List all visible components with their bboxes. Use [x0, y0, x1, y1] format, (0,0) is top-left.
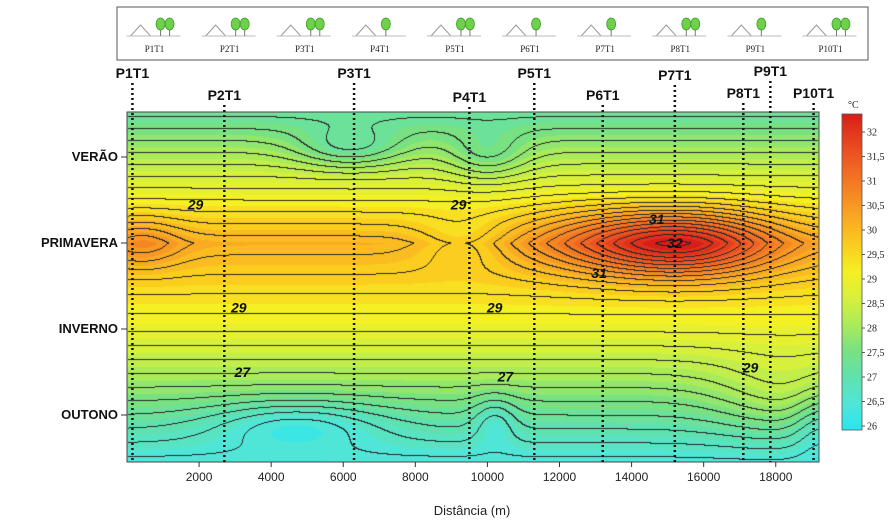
tree-icon — [230, 17, 241, 31]
axes: P1T1 P2T1 P3T1 P4T1 P5T1 P6T1 P7T1 P8T1 P9T1 P10T… — [41, 63, 834, 484]
site-label: P1T1 — [145, 44, 165, 54]
colorbar-gradient — [841, 113, 863, 431]
tree-icon — [756, 17, 767, 31]
contour-label: 29 — [450, 196, 467, 212]
colorbar-tick-label: 28 — [867, 324, 877, 335]
x-tick-label: 8000 — [402, 470, 429, 484]
point-label: P3T1 — [337, 65, 371, 81]
colorbar-tick-label: 31,5 — [867, 152, 885, 163]
tree-icon — [465, 17, 475, 31]
legend-frame — [116, 6, 869, 61]
site-thumbnail: P5T1 — [426, 17, 481, 54]
colorbar-tick-label: 26 — [867, 422, 877, 433]
x-tick-label: 10000 — [471, 470, 505, 484]
colorbar-tick-label: 30 — [867, 226, 877, 237]
x-tick-label: 6000 — [330, 470, 357, 484]
colorbar-tick-label: 29,5 — [867, 250, 885, 261]
site-thumbnail: P9T1 — [727, 17, 782, 54]
season-label: OUTONO — [61, 407, 118, 422]
season-label: PRIMAVERA — [41, 235, 119, 250]
site-thumbnail: P6T1 — [502, 17, 557, 54]
season-label: VERÃO — [72, 149, 118, 164]
site-label: P4T1 — [370, 44, 390, 54]
site-label: P3T1 — [295, 44, 315, 54]
tree-icon — [831, 17, 842, 31]
point-label: P2T1 — [208, 87, 242, 103]
site-thumbnail: P1T1 — [126, 17, 181, 54]
colorbar-tick-label: 31 — [867, 177, 877, 188]
site-label: P9T1 — [746, 44, 766, 54]
x-tick-label: 18000 — [759, 470, 793, 484]
site-label: P8T1 — [670, 44, 690, 54]
tree-icon — [690, 17, 701, 31]
point-label: P4T1 — [453, 89, 487, 105]
colorbar-tick-label: 29 — [867, 275, 877, 286]
colorbar: °C 32 31,5 31 30,5 30 29,5 29 28,5 28 27,5 27 26,5 26 — [841, 100, 885, 433]
tree-icon — [164, 17, 175, 31]
point-label: P5T1 — [518, 65, 552, 81]
heatmap-canvas — [127, 112, 819, 462]
colorbar-tick-label: 27,5 — [867, 348, 885, 359]
tree-icon — [155, 17, 166, 31]
site-label: P6T1 — [520, 44, 540, 54]
point-label: P1T1 — [116, 65, 150, 81]
site-label: P2T1 — [220, 44, 240, 54]
contour-label: 29 — [187, 196, 204, 212]
plot-frame — [126, 111, 820, 463]
contour-label: 29 — [230, 300, 247, 316]
x-axis-label: Distância (m) — [434, 503, 511, 518]
tree-icon — [681, 17, 692, 31]
legend-panel: P1T1 P2T1 P3T1 P4T1 P5T1 P6T1 P7T1 P8T1 P9T1 P10T… — [116, 6, 869, 61]
contour-label: 32 — [667, 235, 683, 251]
site-label: P7T1 — [595, 44, 615, 54]
x-tick-label: 12000 — [543, 470, 577, 484]
site-thumbnail: P8T1 — [652, 17, 707, 54]
point-label: P9T1 — [754, 63, 788, 79]
colorbar-tick-label: 28,5 — [867, 299, 885, 310]
colorbar-tick-label: 27 — [867, 373, 877, 384]
site-thumbnail: P10T1 — [802, 17, 857, 54]
x-tick-label: 16000 — [687, 470, 721, 484]
site-thumbnail: P4T1 — [351, 17, 406, 54]
colorbar-tick-label: 32 — [867, 128, 877, 139]
tree-icon — [314, 17, 325, 31]
point-label: P8T1 — [727, 85, 761, 101]
site-thumbnail: P3T1 — [276, 17, 331, 54]
tree-icon — [380, 17, 391, 31]
x-tick-label: 4000 — [258, 470, 285, 484]
x-tick-label: 14000 — [615, 470, 649, 484]
site-label: P10T1 — [818, 44, 842, 54]
point-label: P6T1 — [586, 87, 620, 103]
tree-icon — [239, 17, 250, 31]
tree-icon — [531, 17, 541, 31]
tree-icon — [840, 17, 851, 31]
contour-label: 27 — [497, 368, 515, 384]
site-label: P5T1 — [445, 44, 465, 54]
heatmap-surface — [127, 112, 819, 462]
colorbar-tick-label: 30,5 — [867, 201, 885, 212]
contour-label: 29 — [742, 360, 759, 376]
tree-icon — [606, 17, 617, 31]
colorbar-unit: °C — [848, 100, 859, 111]
point-label: P7T1 — [658, 67, 692, 83]
site-thumbnail: P2T1 — [201, 17, 256, 54]
contour-label: 27 — [234, 364, 252, 380]
contour-label: 31 — [649, 211, 665, 227]
tree-icon — [456, 17, 466, 31]
point-label: P10T1 — [793, 85, 834, 101]
site-thumbnail: P7T1 — [577, 17, 632, 54]
contour-label: 29 — [486, 300, 503, 316]
contour-label: 31 — [591, 265, 607, 281]
colorbar-tick-label: 26,5 — [867, 397, 885, 408]
x-tick-label: 2000 — [186, 470, 213, 484]
tree-icon — [305, 17, 316, 31]
season-label: INVERNO — [59, 321, 118, 336]
